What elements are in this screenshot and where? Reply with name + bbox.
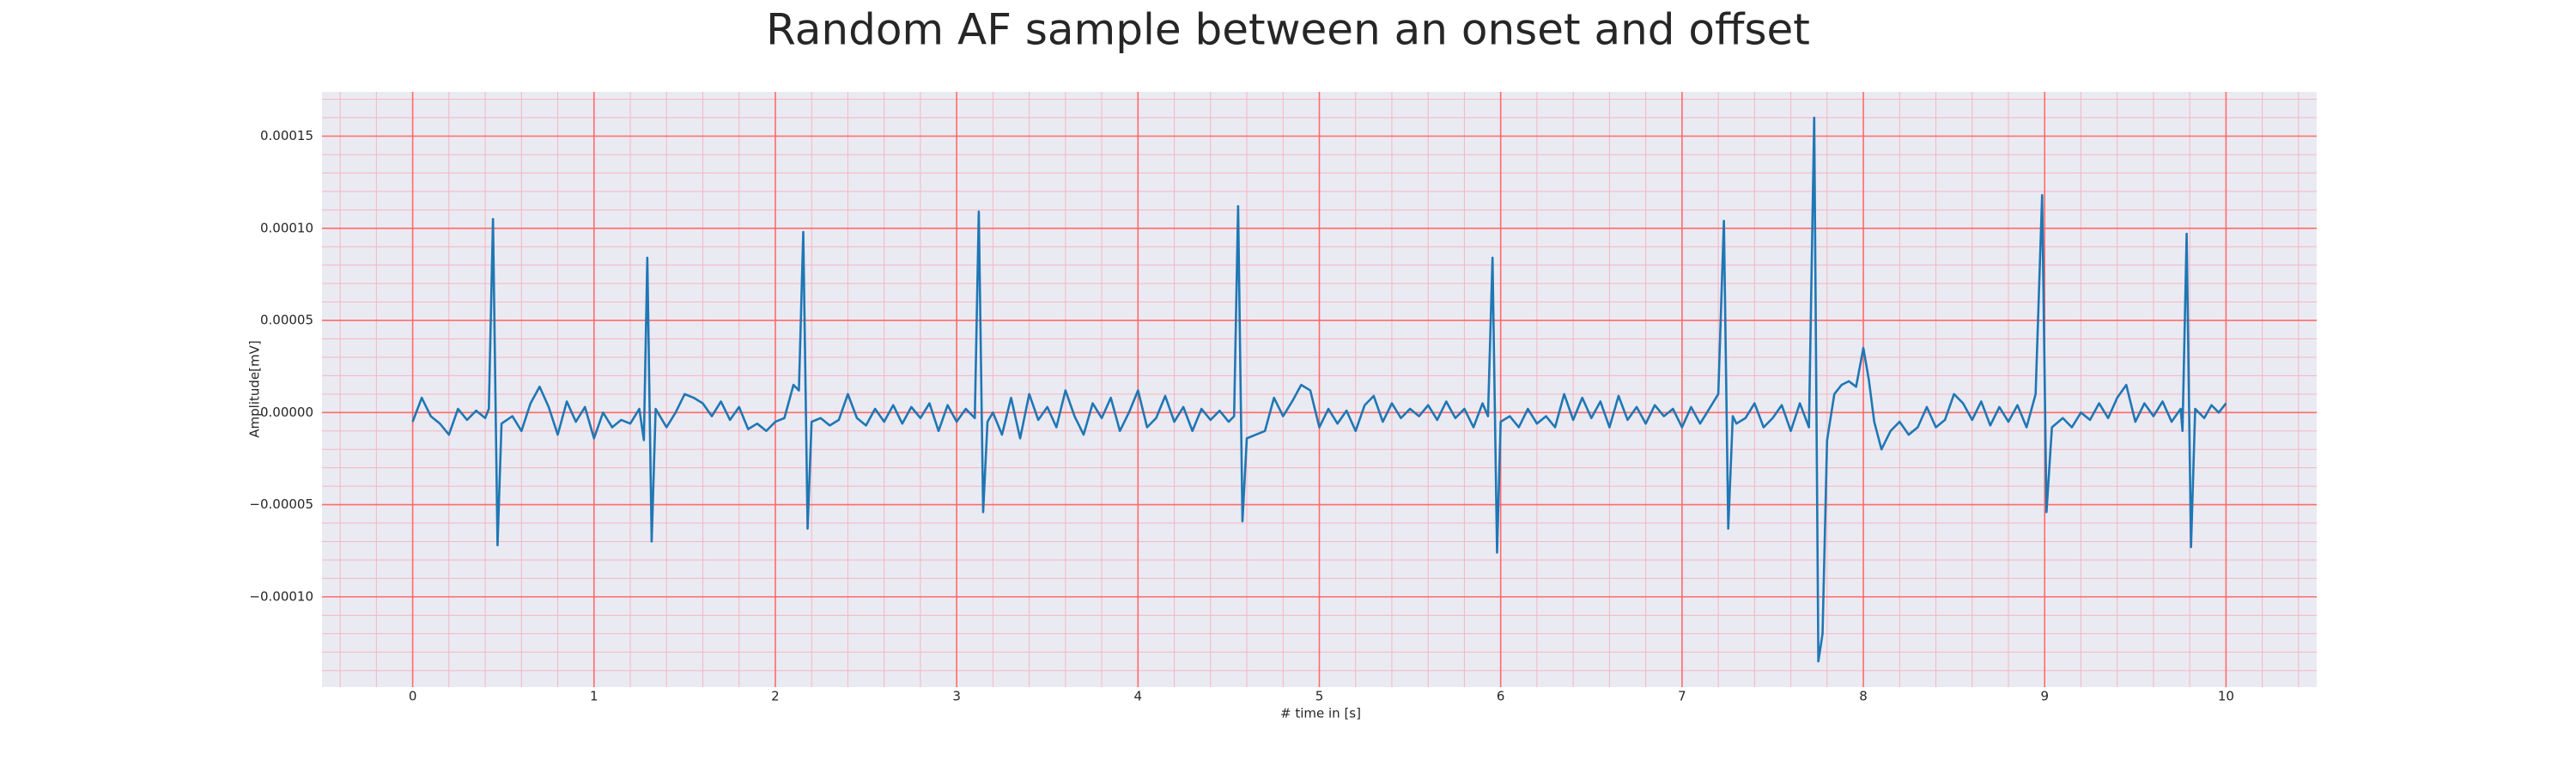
y-tick-label: 0.00015 xyxy=(260,128,313,143)
x-tick-label: 5 xyxy=(1315,689,1324,704)
y-tick-label: 0.00005 xyxy=(260,313,313,328)
y-tick-label: 0.00000 xyxy=(260,405,313,420)
x-tick-label: 10 xyxy=(2218,689,2234,704)
y-tick-label: −0.00010 xyxy=(249,588,313,604)
x-tick-label: 7 xyxy=(1678,689,1686,704)
x-tick-label: 3 xyxy=(952,689,961,704)
x-tick-label: 9 xyxy=(2040,689,2049,704)
y-axis-label: Amplitude[mV] xyxy=(247,340,263,437)
y-tick-label: 0.00010 xyxy=(260,220,313,235)
x-tick-label: 1 xyxy=(590,689,598,704)
x-tick-label: 0 xyxy=(409,689,417,704)
x-tick-label: 2 xyxy=(771,689,780,704)
y-tick-label: −0.00005 xyxy=(249,496,313,512)
x-tick-label: 8 xyxy=(1859,689,1868,704)
chart-title: Random AF sample between an onset and of… xyxy=(766,5,1810,55)
x-tick-label: 6 xyxy=(1497,689,1505,704)
x-tick-label: 4 xyxy=(1134,689,1143,704)
signal-line xyxy=(411,116,2227,663)
x-axis-label: # time in [s] xyxy=(1280,706,1361,721)
